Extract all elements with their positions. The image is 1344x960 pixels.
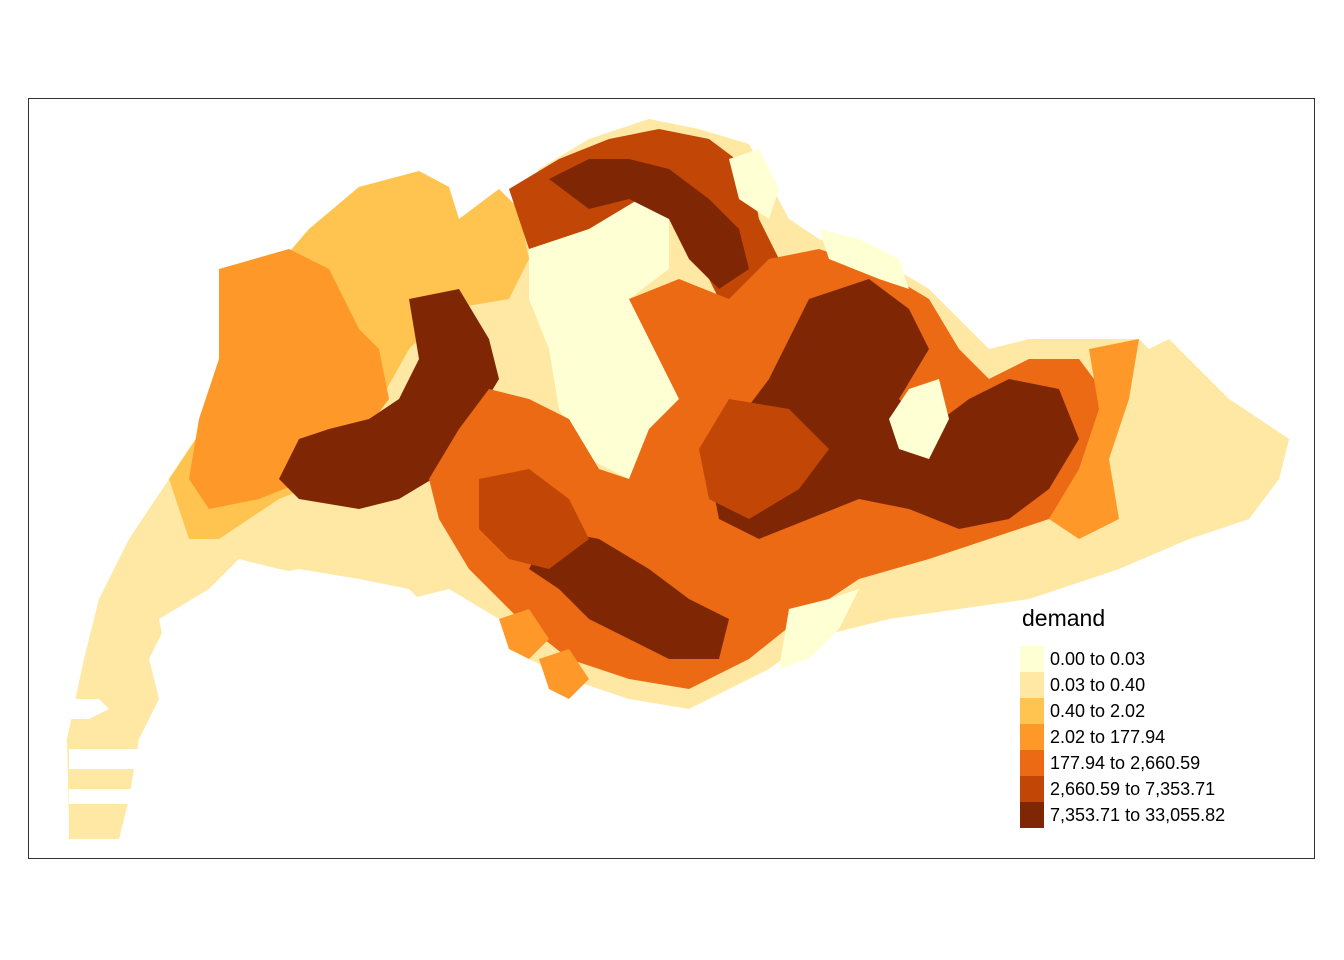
harbour-water-2	[259, 619, 399, 759]
harbour-water	[159, 569, 429, 819]
legend-item: 0.03 to 0.40	[1020, 672, 1300, 698]
legend-item: 2.02 to 177.94	[1020, 724, 1300, 750]
region-east-brown	[699, 399, 829, 519]
region-south-coast	[779, 589, 859, 669]
legend-label: 0.03 to 0.40	[1050, 674, 1146, 695]
legend-label: 0.00 to 0.03	[1050, 648, 1146, 669]
legend-swatch	[1020, 750, 1044, 776]
legend-swatch	[1020, 672, 1044, 698]
legend-item: 177.94 to 2,660.59	[1020, 750, 1300, 776]
legend-swatch	[1020, 646, 1044, 672]
legend-label: 2.02 to 177.94	[1050, 726, 1166, 747]
legend-item: 7,353.71 to 33,055.82	[1020, 802, 1300, 828]
region-southeast-brown	[479, 469, 589, 569]
legend-item: 2,660.59 to 7,353.71	[1020, 776, 1300, 802]
legend-label: 7,353.71 to 33,055.82	[1050, 804, 1226, 825]
demand-choropleth-map	[67, 119, 1289, 858]
south-pier	[499, 609, 589, 699]
region-east-orange-edge	[1049, 339, 1139, 539]
region-central-reservoir	[529, 199, 679, 479]
legend-swatch	[1020, 802, 1044, 828]
map-panel	[28, 98, 1315, 859]
region-far-east	[1109, 339, 1289, 549]
legend-swatch	[1020, 724, 1044, 750]
legend-label: 0.40 to 2.02	[1050, 700, 1146, 721]
legend-label: 2,660.59 to 7,353.71	[1050, 778, 1216, 799]
legend-swatch	[1020, 776, 1044, 802]
legend-label: 177.94 to 2,660.59	[1050, 752, 1201, 773]
legend-item: 0.40 to 2.02	[1020, 698, 1300, 724]
legend-item: 0.00 to 0.03	[1020, 646, 1300, 672]
region-south-dark	[529, 529, 729, 659]
region-north-darkest	[549, 159, 749, 289]
legend-swatch	[1020, 698, 1044, 724]
region-east-pocket	[889, 379, 949, 459]
harbour-water-3	[69, 699, 179, 858]
legend-title: demand	[1022, 605, 1106, 631]
region-north-coast	[819, 229, 909, 289]
legend-classes: 0.00 to 0.03 0.03 to 0.40 0.40 to 2.02 2…	[1020, 646, 1300, 828]
map-legend: demand 0.00 to 0.03 0.03 to 0.40 0.40 to…	[1020, 604, 1300, 828]
region-northeast-coast	[729, 149, 779, 219]
